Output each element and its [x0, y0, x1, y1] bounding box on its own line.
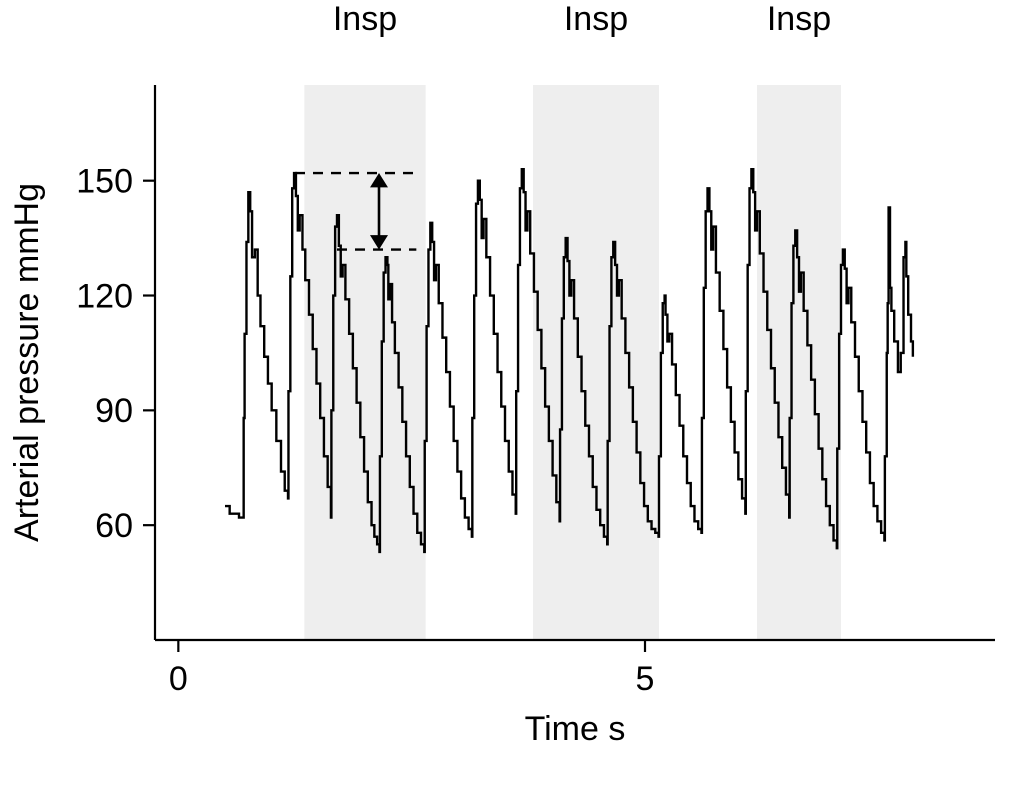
arterial-pressure-figure: Insp Insp Insp 60 90 120 150 0 5 Arterial pressur… — [0, 0, 1023, 798]
figure-svg: Insp Insp Insp 60 90 120 150 0 5 Arterial pressur… — [0, 0, 1023, 798]
x-tick-label: 5 — [636, 660, 655, 698]
x-tick-label: 0 — [169, 660, 188, 698]
y-tick-label: 90 — [95, 392, 133, 430]
y-axis-label: Arterial pressure mmHg — [8, 183, 46, 542]
insp-label: Insp — [564, 0, 628, 38]
y-tick-label: 150 — [76, 163, 133, 201]
insp-band — [757, 85, 841, 640]
y-tick-label: 120 — [76, 277, 133, 315]
insp-band — [304, 85, 425, 640]
insp-band — [533, 85, 659, 640]
insp-label: Insp — [767, 0, 831, 38]
x-axis-label: Time s — [525, 710, 626, 748]
y-tick-label: 60 — [95, 507, 133, 545]
insp-label: Insp — [333, 0, 397, 38]
